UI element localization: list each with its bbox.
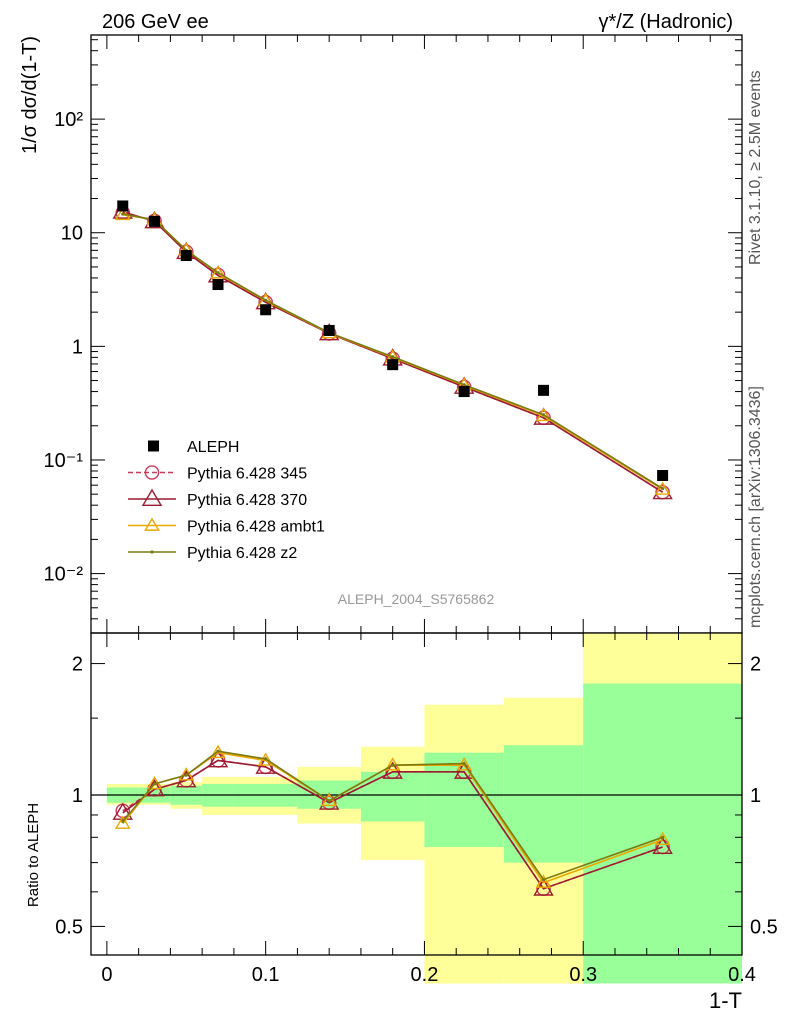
main-y-tick-label: 10⁻²: [44, 564, 84, 586]
marker-p370: [112, 802, 133, 820]
data-point: [260, 304, 272, 316]
main-y-tick-label: 10²: [54, 109, 83, 131]
side-label-top: Rivet 3.1.10, ≥ 2.5M events: [747, 70, 764, 265]
main-y-tick-label: 10: [61, 223, 83, 245]
marker-z2: [541, 413, 546, 417]
marker-p370: [207, 750, 229, 768]
legend-label: Pythia 6.428 370: [187, 492, 307, 509]
ratio-band-inner: [503, 745, 584, 863]
marker-ambt1: [114, 815, 131, 829]
marker-p345: [144, 465, 160, 480]
ratio-y-tick-label: 0.5: [55, 916, 83, 938]
data-point: [387, 359, 399, 371]
main-y-axis-label: 1/σ dσ/d(1-T): [19, 36, 41, 154]
side-label-bottom: mcplots.cern.ch [arXiv:1306.3436]: [747, 386, 764, 628]
ratio-y-axis-label: Ratio to ALEPH: [25, 803, 42, 907]
header-left-label: 206 GeV ee: [102, 11, 209, 33]
main-frame: [90, 34, 743, 634]
marker-ambt1: [144, 517, 160, 531]
legend-label: ALEPH: [187, 439, 239, 456]
x-tick-label: 0.4: [728, 964, 756, 986]
marker-z2: [462, 762, 466, 766]
x-axis-label: 1-T: [709, 988, 742, 1013]
marker-z2: [327, 799, 331, 803]
marker-z2: [264, 757, 268, 761]
marker-z2: [121, 212, 125, 216]
legend-label: Pythia 6.428 z2: [187, 545, 297, 562]
marker-z2: [264, 298, 268, 302]
ratio-series-line-p370: [122, 759, 663, 890]
marker-p370: [141, 488, 163, 506]
ratio-y-tick-label: 2: [72, 654, 83, 676]
x-tick-label: 0.1: [252, 964, 280, 986]
marker-z2: [216, 271, 220, 275]
main-y-tick-label: 10⁻¹: [44, 450, 84, 472]
ratio-y-tick-label-right: 2: [750, 654, 761, 676]
marker-z2: [152, 782, 157, 786]
data-point: [657, 470, 669, 482]
main-series-line-p370: [122, 211, 664, 493]
legend-label: Pythia 6.428 345: [187, 466, 307, 483]
marker-ambt1: [114, 206, 131, 221]
marker-ambt1: [257, 752, 274, 766]
marker-z2: [661, 486, 665, 491]
marker-p370: [652, 836, 673, 855]
x-tick-label: 0.3: [569, 964, 597, 986]
ratio-series-line-z2: [122, 750, 663, 881]
data-point: [180, 250, 192, 262]
data-point: [458, 386, 470, 398]
marker-ambt1: [535, 874, 552, 888]
marker-ambt1: [535, 407, 552, 422]
data-point: [538, 384, 550, 396]
marker-ambt1: [210, 265, 226, 279]
data-point: [117, 200, 129, 212]
ratio-y-tick-label-right: 1: [750, 785, 761, 807]
watermark: ALEPH_2004_S5765862: [338, 591, 495, 607]
marker-z2: [121, 819, 125, 823]
legend-label: Pythia 6.428 ambt1: [187, 519, 325, 536]
marker-p370: [176, 770, 197, 788]
data-point: [149, 215, 161, 227]
legend: ALEPH Pythia 6.428 345 Pythia 6.428 370 Pyt…: [128, 439, 325, 562]
marker-z2: [184, 773, 188, 777]
marker-z2: [391, 355, 395, 359]
marker-z2: [541, 878, 546, 882]
main-series-line-z2: [122, 213, 664, 490]
data-point: [212, 279, 224, 291]
main-panel: 10⁻² 10⁻¹ 1 10 10²: [44, 34, 743, 634]
ratio-y-tick-label-right: 0.5: [750, 916, 778, 938]
legend-marker-data: [148, 440, 159, 452]
marker-ambt1: [654, 481, 671, 495]
header-right-label: γ*/Z (Hadronic): [599, 11, 733, 33]
data-point: [323, 324, 335, 336]
marker-z2: [462, 383, 466, 387]
ratio-y-tick-label: 1: [72, 785, 83, 807]
ratio-panel: 0.5 0.5 1 1 2 2 0 0.1 0.2 0.3 0.4: [55, 632, 778, 986]
ratio-band-inner: [424, 752, 504, 848]
marker-z2: [150, 550, 154, 554]
x-tick-label: 0: [101, 964, 112, 986]
marker-z2: [661, 835, 665, 839]
marker-z2: [391, 763, 395, 767]
marker-z2: [216, 749, 220, 753]
main-y-tick-label: 1: [72, 336, 83, 358]
x-tick-label: 0.2: [411, 964, 439, 986]
marker-ambt1: [178, 767, 195, 781]
marker-ambt1: [384, 757, 401, 771]
ratio-band-inner: [360, 771, 425, 822]
ratio-frame: [90, 632, 743, 956]
